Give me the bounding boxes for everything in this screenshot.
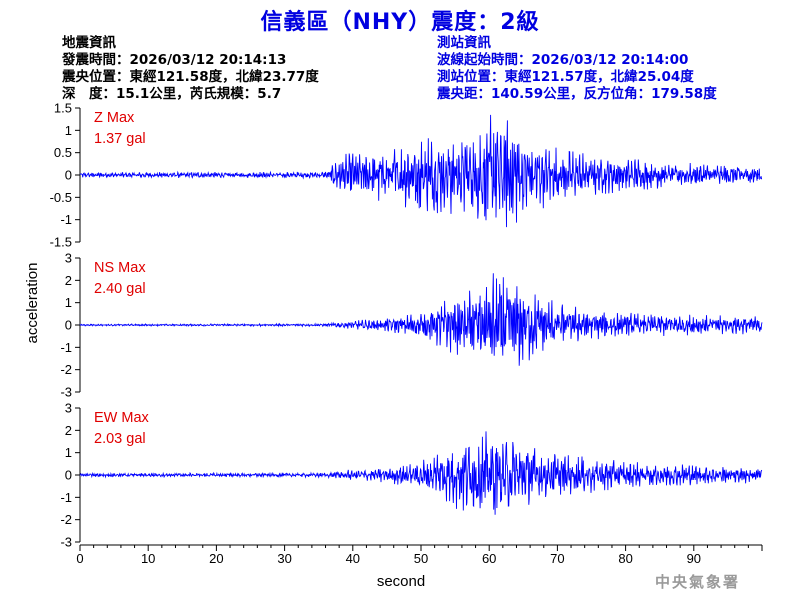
y-tick-label: 3 [65,401,72,416]
y-tick-label: -1 [60,212,72,227]
max-value-ns: 2.40 gal [94,281,146,297]
max-label-ns: NS Max [94,260,146,276]
y-tick-label: 1 [65,123,72,138]
max-value-z: 1.37 gal [94,131,146,147]
y-tick-label: 0 [65,318,72,333]
quake-info-heading: 地震資訊 [62,35,116,51]
y-tick-label: 2 [65,423,72,438]
panel-ns: -3 -2 -1 0 1 2 3 NS Max 2.40 gal [60,251,763,400]
epicenter-location: 震央位置：東經121.58度，北緯23.77度 [62,69,319,85]
origin-time: 發震時間：2026/03/12 20:14:13 [62,52,287,68]
y-tick-label: 2 [65,273,72,288]
agency-watermark: 中央氣象署 [655,573,741,591]
y-tick-label: -3 [60,535,72,550]
x-tick-label: 60 [482,551,496,566]
y-tick-label: -2 [60,362,72,377]
waveform-trace-ns [79,273,763,366]
y-tick-label: -1.5 [50,235,72,250]
x-tick-label: 70 [550,551,564,566]
x-axis: 0 10 20 30 40 50 60 70 80 90 [76,544,763,566]
x-tick-label: 20 [209,551,223,566]
y-tick-label: -1 [60,490,72,505]
panels-group: -1.5 -1 -0.5 0 0.5 1 1.5 Z Max 1.37 gal -3 -2 -1 0 1 2… [50,101,763,550]
x-tick-label: 40 [346,551,360,566]
y-tick-label: -2 [60,512,72,527]
station-location: 測站位置：東經121.57度，北緯25.04度 [437,69,694,85]
x-tick-label: 80 [618,551,632,566]
x-tick-label: 0 [76,551,83,566]
y-tick-label: 1 [65,295,72,310]
panel-ew: -3 -2 -1 0 1 2 3 EW Max 2.03 gal [60,401,763,550]
y-tick-label: 1.5 [54,101,72,116]
y-axis-title: acceleration [24,263,41,344]
waveform-trace-z [79,114,763,228]
waveform-start-time: 波線起始時間：2026/03/12 20:14:00 [437,52,689,68]
max-value-ew: 2.03 gal [94,431,146,447]
chart-title: 信義區（NHY）震度：2級 [260,10,540,35]
y-tick-label: 1 [65,445,72,460]
depth-magnitude: 深 度：15.1公里，芮氏規模：5.7 [62,86,282,102]
x-tick-label: 90 [687,551,701,566]
max-label-z: Z Max [94,110,135,126]
epicentral-distance: 震央距：140.59公里，反方位角：179.58度 [437,86,717,102]
max-label-ew: EW Max [94,410,150,426]
waveform-trace-ew [79,431,763,515]
x-tick-label: 50 [414,551,428,566]
y-tick-label: 3 [65,251,72,266]
y-tick-label: 0.5 [54,145,72,160]
quake-info-block: 地震資訊 發震時間：2026/03/12 20:14:13 震央位置：東經121… [62,35,319,103]
x-tick-label: 10 [141,551,155,566]
y-tick-label: -0.5 [50,190,72,205]
y-tick-label: -1 [60,340,72,355]
x-axis-title: second [377,573,425,590]
x-tick-label: 30 [277,551,291,566]
station-info-heading: 測站資訊 [437,35,491,51]
y-tick-label: -3 [60,385,72,400]
panel-z: -1.5 -1 -0.5 0 0.5 1 1.5 Z Max 1.37 gal [50,101,763,250]
y-tick-label: 0 [65,468,72,483]
y-tick-label: 0 [65,168,72,183]
station-info-block: 測站資訊 波線起始時間：2026/03/12 20:14:00 測站位置：東經1… [437,35,717,103]
